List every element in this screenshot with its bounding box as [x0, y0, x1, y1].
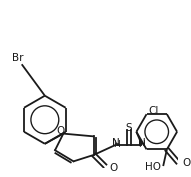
Text: O: O [183, 158, 191, 168]
Text: Br: Br [12, 53, 24, 63]
Text: O: O [56, 126, 65, 136]
Text: H: H [138, 140, 145, 149]
Text: N: N [112, 138, 120, 148]
Text: S: S [126, 123, 132, 133]
Text: N: N [138, 138, 146, 148]
Text: HO: HO [145, 162, 161, 172]
Text: H: H [113, 140, 119, 149]
Text: Cl: Cl [148, 106, 159, 116]
Text: O: O [110, 163, 118, 173]
